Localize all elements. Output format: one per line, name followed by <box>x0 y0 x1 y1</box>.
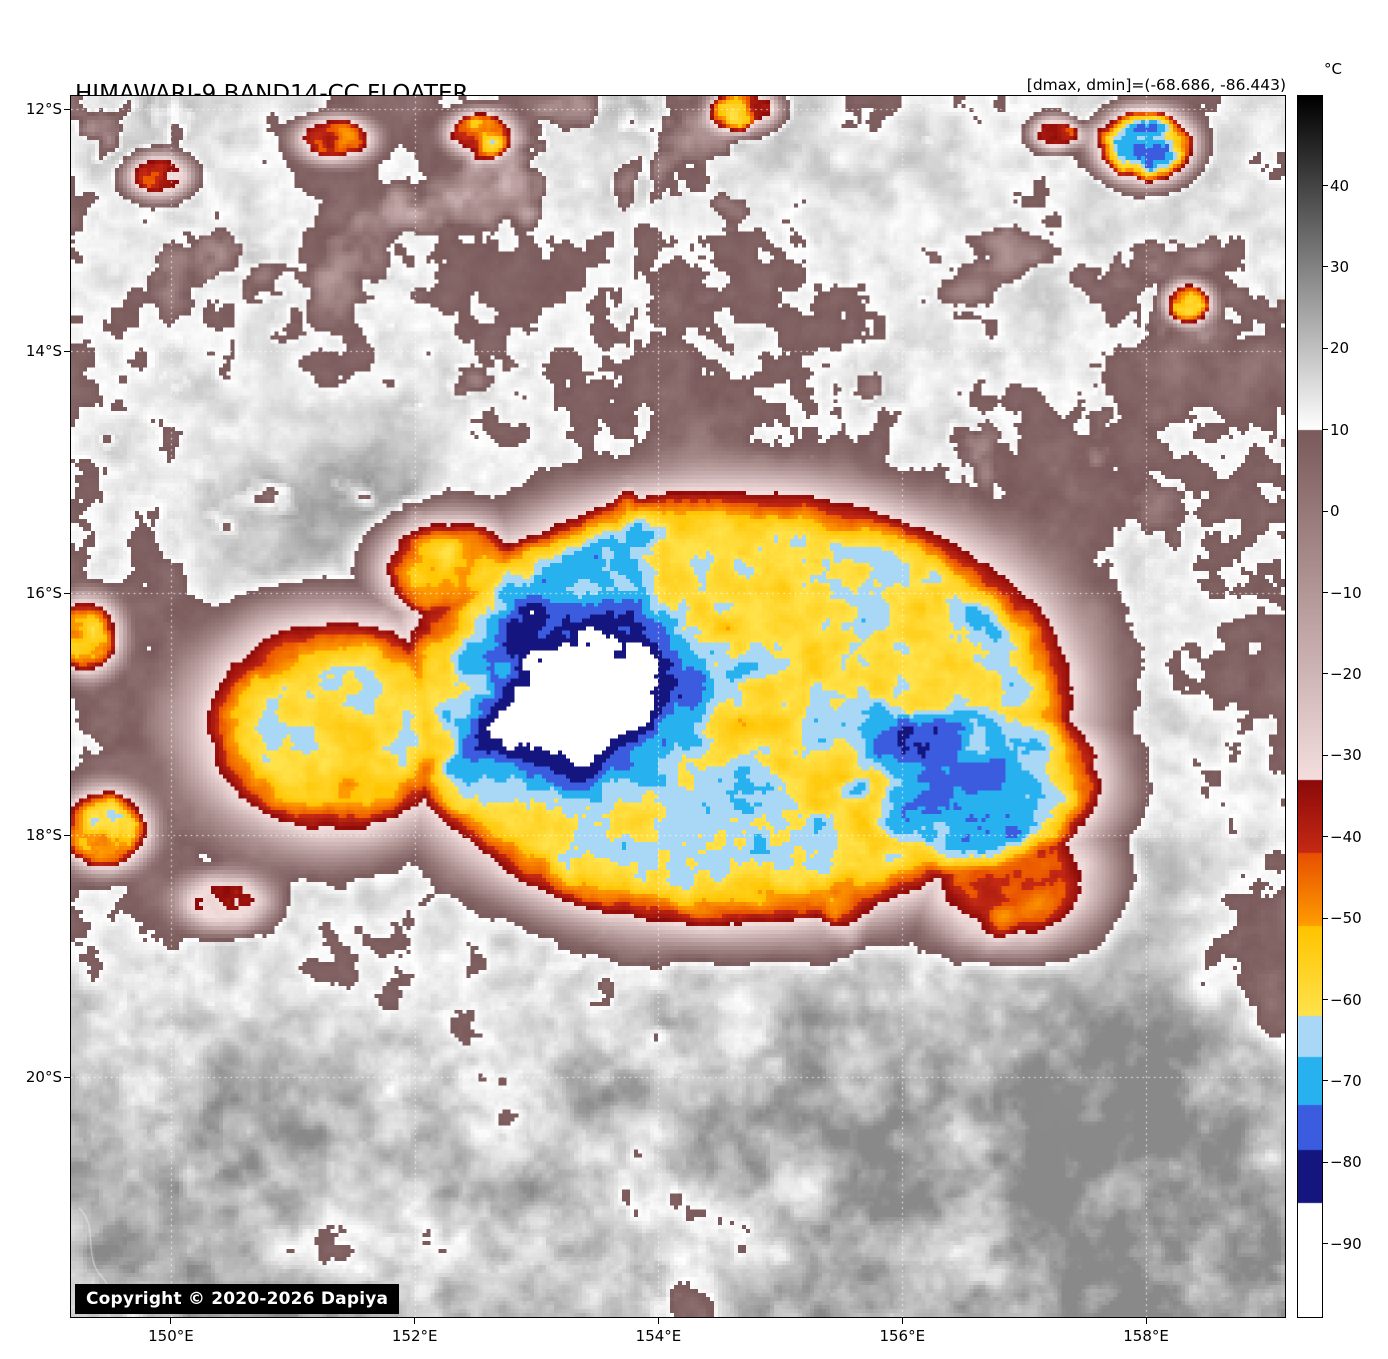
colorbar-tick-mark <box>1323 592 1328 594</box>
colorbar-tick-label: 10 <box>1330 420 1350 439</box>
lat-tick-mark <box>64 1076 70 1078</box>
colorbar-tick-mark <box>1323 673 1328 675</box>
colorbar-tick-label: −70 <box>1330 1071 1362 1090</box>
colorbar-tick-label: 40 <box>1330 176 1350 195</box>
colorbar-tick-mark <box>1323 347 1328 349</box>
colorbar-tick-label: −80 <box>1330 1153 1362 1172</box>
lat-tick-label: 20°S <box>25 1068 62 1087</box>
lat-tick-label: 12°S <box>25 100 62 119</box>
lon-tick-mark <box>657 1318 659 1324</box>
colorbar-tick-mark <box>1323 917 1328 919</box>
colorbar-unit-label: °C <box>1324 60 1342 78</box>
lat-tick-mark <box>64 108 70 110</box>
colorbar-tick-label: −90 <box>1330 1234 1362 1253</box>
lat-tick-mark <box>64 592 70 594</box>
lat-tick-mark <box>64 350 70 352</box>
figure-title: HIMAWARI-9 BAND14-CC FLOATER <box>75 81 469 107</box>
colorbar-tick-mark <box>1323 754 1328 756</box>
colorbar <box>1297 95 1323 1318</box>
dmax-dmin-readout: [dmax, dmin]=(-68.686, -86.443) <box>1026 76 1286 94</box>
copyright-badge: Copyright © 2020-2026 Dapiya <box>75 1284 400 1314</box>
colorbar-tick-mark <box>1323 1243 1328 1245</box>
colorbar-tick-mark <box>1323 1161 1328 1163</box>
colorbar-tick-mark <box>1323 185 1328 187</box>
colorbar-tick-label: −60 <box>1330 990 1362 1009</box>
lat-tick-mark <box>64 834 70 836</box>
colorbar-tick-mark <box>1323 1080 1328 1082</box>
colorbar-tick-mark <box>1323 266 1328 268</box>
colorbar-tick-label: 30 <box>1330 257 1350 276</box>
lon-tick-label: 152°E <box>391 1327 438 1345</box>
lon-tick-mark <box>901 1318 903 1324</box>
lon-tick-mark <box>414 1318 416 1324</box>
lon-tick-label: 156°E <box>879 1327 926 1345</box>
colorbar-tick-label: −30 <box>1330 746 1362 765</box>
lon-tick-mark <box>170 1318 172 1324</box>
colorbar-tick-mark <box>1323 999 1328 1001</box>
lon-tick-label: 150°E <box>148 1327 194 1345</box>
colorbar-tick-label: −40 <box>1330 827 1362 846</box>
colorbar-tick-label: −10 <box>1330 583 1362 602</box>
colorbar-tick-mark <box>1323 429 1328 431</box>
satellite-map: Copyright © 2020-2026 Dapiya <box>70 95 1286 1318</box>
lon-tick-label: 154°E <box>635 1327 682 1345</box>
graticule-overlay-canvas <box>71 96 1285 1317</box>
colorbar-tick-label: 20 <box>1330 339 1350 358</box>
colorbar-tick-label: 0 <box>1330 502 1340 521</box>
lat-tick-label: 18°S <box>25 826 62 845</box>
colorbar-canvas <box>1298 96 1322 1317</box>
lat-tick-label: 16°S <box>25 584 62 603</box>
colorbar-tick-mark <box>1323 510 1328 512</box>
colorbar-tick-label: −20 <box>1330 664 1362 683</box>
colorbar-tick-label: −50 <box>1330 909 1362 928</box>
lon-tick-label: 158°E <box>1123 1327 1169 1345</box>
colorbar-tick-mark <box>1323 836 1328 838</box>
lat-tick-label: 14°S <box>25 342 62 361</box>
lon-tick-mark <box>1145 1318 1147 1324</box>
